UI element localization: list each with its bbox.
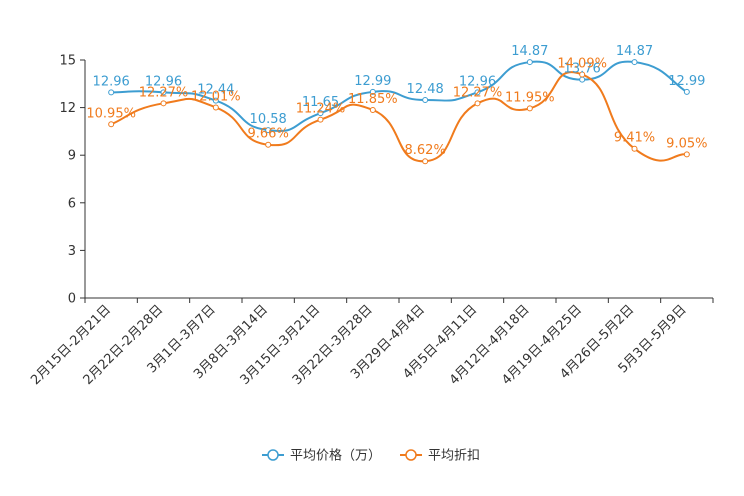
y-tick-label: 6 [68,196,76,211]
y-tick-label: 3 [68,244,76,259]
data-label: 11.85% [348,92,398,107]
data-point [474,89,481,96]
data-label: 11.24% [296,102,346,117]
data-label: 12.96 [459,74,496,89]
y-tick-label: 9 [68,149,76,164]
legend-label-1: 平均价格（万） [290,448,381,464]
data-point [212,97,219,104]
data-labels-layer: 12.96 12.96 12.44 10.58 11.65 12.99 12.48 12.96… [86,44,707,158]
data-point [369,88,376,95]
data-label: 13.76 [564,62,601,77]
data-point [108,121,115,128]
data-label: 8.62% [405,143,446,158]
series-layer [108,59,690,165]
data-label: 12.96 [145,74,182,89]
data-point [526,59,533,66]
legend-label-2: 平均折扣 [428,449,480,464]
data-label: 12.44 [197,83,234,98]
data-label: 11.65 [302,95,339,110]
data-point [212,104,219,111]
data-label: 12.99 [354,74,391,89]
data-point [526,105,533,112]
data-point [369,106,376,113]
data-label: 12.27% [139,85,189,100]
data-point [160,89,167,96]
y-tick-label: 15 [59,54,76,69]
data-label: 12.48 [407,82,444,97]
data-point [683,88,690,95]
data-label: 12.99 [668,74,705,89]
data-label: 9.41% [614,131,655,146]
data-label: 10.95% [86,106,136,121]
data-point [579,76,586,83]
y-tick-label: 12 [59,101,76,116]
data-point [422,158,429,165]
data-point [317,110,324,117]
data-point [160,100,167,107]
data-point [474,100,481,107]
data-point [265,127,272,134]
data-label: 12.01% [191,89,241,104]
data-point [683,151,690,158]
data-label: 14.87 [616,44,653,59]
y-tick-label: 0 [68,292,76,307]
legend-marker-1 [267,449,279,461]
data-point [579,71,586,78]
data-point [631,145,638,152]
data-point [265,141,272,148]
data-label: 12.27% [453,85,503,100]
data-label: 14.87 [511,44,548,59]
data-label: 11.95% [505,90,555,105]
data-point [108,89,115,96]
data-label: 14.09% [557,56,607,71]
data-label: 10.58 [250,112,287,127]
data-label: 9.66% [248,127,289,142]
data-point [317,116,324,123]
data-label: 12.96 [93,74,130,89]
data-point [422,96,429,103]
data-point [631,59,638,66]
legend: 平均价格（万） 平均折扣 [262,448,480,464]
data-label: 9.05% [666,136,707,151]
legend-marker-2 [405,449,417,461]
